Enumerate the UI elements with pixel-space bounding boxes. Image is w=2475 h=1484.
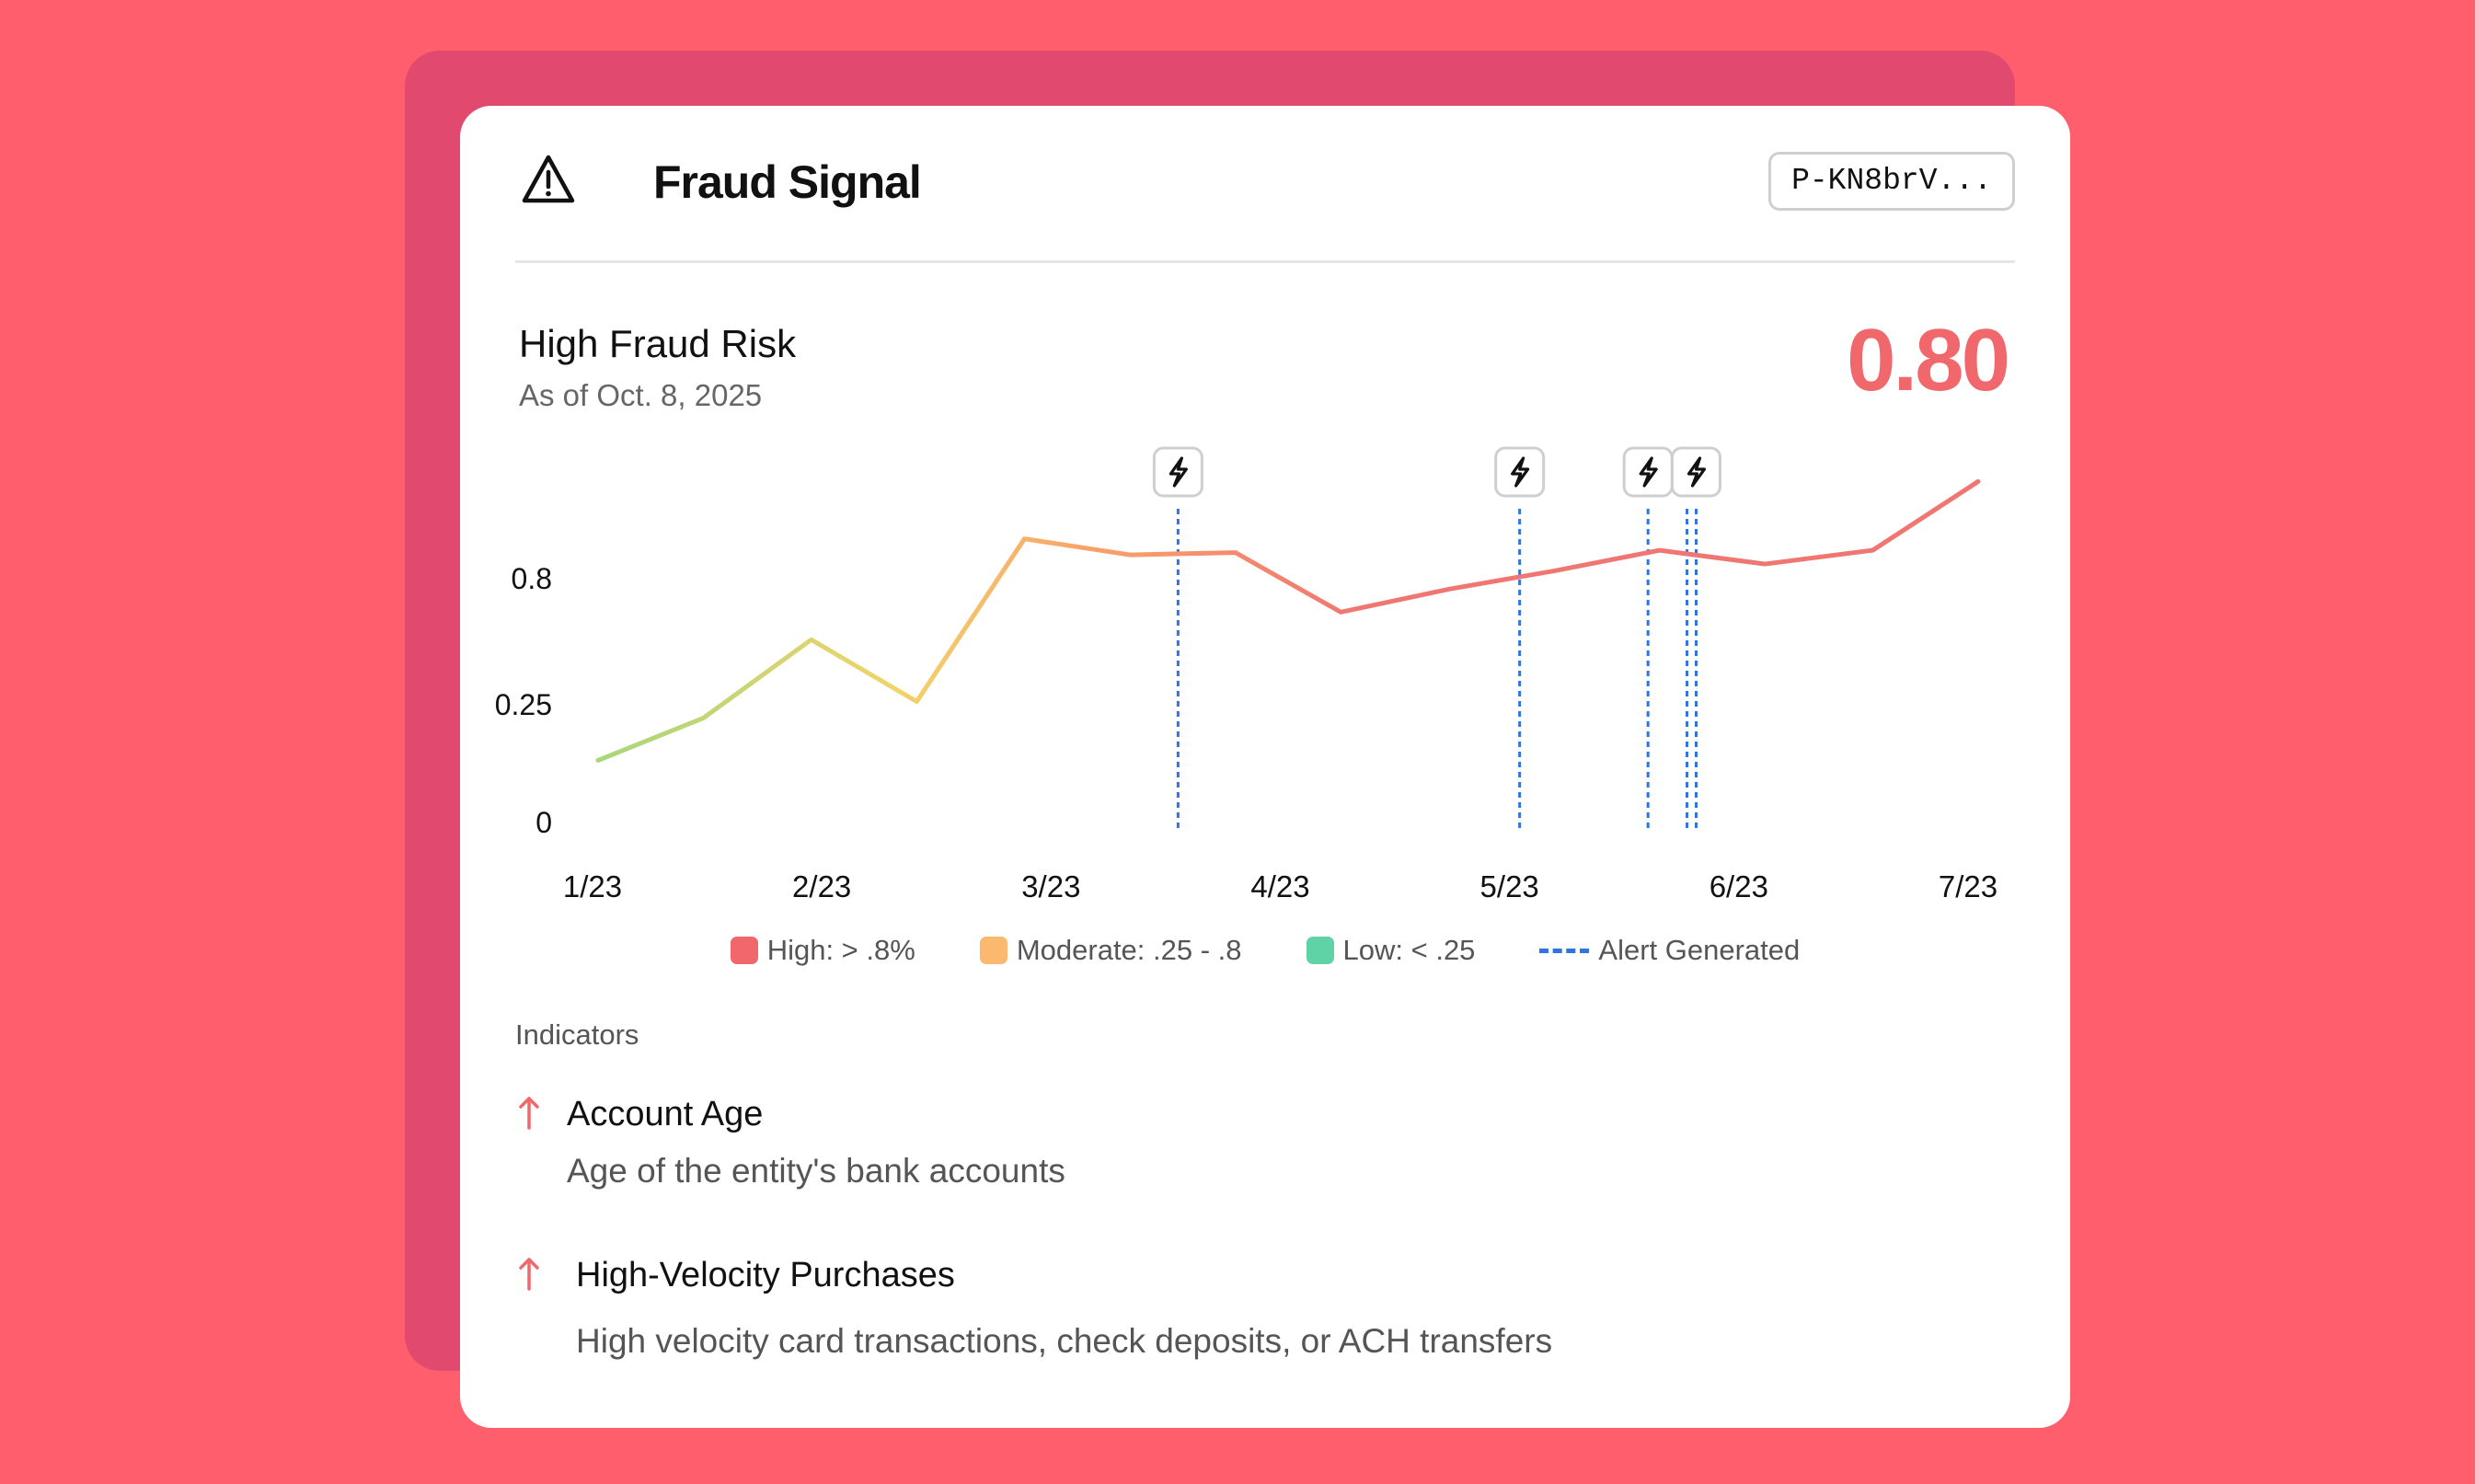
card-header: Fraud Signal P-KN8brV... [515, 106, 2015, 263]
alert-marker-box [1622, 446, 1674, 498]
legend-item: Moderate: .25 - .8 [979, 934, 1242, 967]
lightning-icon [1639, 456, 1658, 488]
x-tick-label: 4/23 [1250, 869, 1309, 903]
x-tick-label: 1/23 [563, 869, 622, 903]
legend-swatch [979, 937, 1007, 964]
x-tick-label: 3/23 [1021, 869, 1080, 903]
y-tick-label: 0.25 [495, 688, 552, 721]
fraud-risk-chart: 0.8 0.25 0 1/23 2/23 3/23 4/23 5/23 6/23 7/23 [495, 446, 1997, 903]
alert-marker [1494, 446, 1546, 498]
alert-marker [1622, 446, 1674, 498]
lightning-icon [1168, 456, 1188, 488]
arrow-up-icon [519, 1097, 539, 1130]
card-title: Fraud Signal [653, 156, 922, 208]
indicator-name: High-Velocity Purchases [576, 1256, 955, 1294]
legend-swatch [1306, 937, 1334, 964]
legend-label: High: > .8% [766, 934, 915, 966]
legend-item: High: > .8% [730, 934, 915, 967]
alert-marker [1671, 446, 1722, 498]
legend-dash [1539, 948, 1590, 953]
entity-id-pill[interactable]: P-KN8brV... [1768, 152, 2015, 211]
alert-marker-box [1671, 446, 1722, 498]
legend-label: Moderate: .25 - .8 [1016, 934, 1242, 966]
lightning-icon [1511, 456, 1530, 488]
x-tick-label: 6/23 [1709, 869, 1768, 903]
legend-label: Low: < .25 [1342, 934, 1476, 966]
fraud-signal-card: Fraud Signal P-KN8brV... High Fraud Risk… [460, 106, 2070, 1428]
y-tick-label: 0 [535, 806, 552, 839]
risk-label: High Fraud Risk [519, 322, 797, 365]
alert-marker [1152, 446, 1203, 498]
legend-label: Alert Generated [1598, 934, 1801, 966]
alert-marker-box [1152, 446, 1203, 498]
indicator-description: High velocity card transactions, check d… [576, 1322, 1553, 1360]
chart-legend: High: > .8% Moderate: .25 - .8 Low: < .25 A… [460, 934, 2070, 967]
risk-score: 0.80 [1847, 311, 2010, 409]
indicators-label: Indicators [515, 1018, 639, 1051]
lightning-icon [1686, 456, 1707, 488]
arrow-up-icon [519, 1258, 539, 1291]
legend-swatch [730, 937, 758, 964]
x-tick-label: 5/23 [1480, 869, 1539, 903]
alert-marker-box [1494, 446, 1546, 498]
indicator-description: Age of the entity's bank accounts [567, 1152, 1065, 1190]
x-tick-label: 7/23 [1939, 869, 1997, 903]
risk-date: As of Oct. 8, 2025 [519, 378, 763, 412]
legend-item: Alert Generated [1539, 934, 1800, 967]
warning-icon [522, 155, 575, 203]
y-tick-label: 0.8 [512, 562, 552, 595]
x-tick-label: 2/23 [792, 869, 851, 903]
risk-series-line [595, 478, 1981, 763]
legend-item: Low: < .25 [1306, 934, 1476, 967]
indicator-name: Account Age [567, 1095, 764, 1133]
